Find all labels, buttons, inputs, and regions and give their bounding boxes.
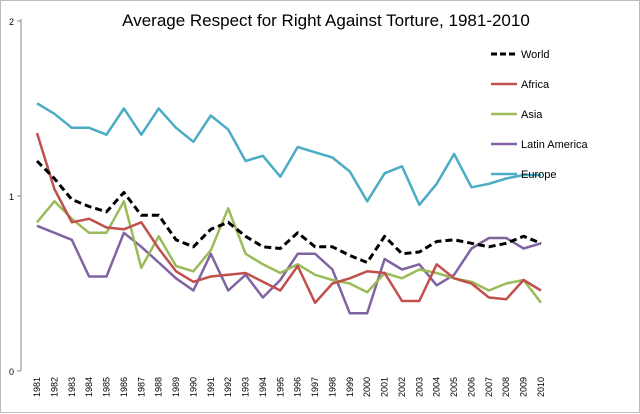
x-tick-label: 2010	[536, 377, 546, 397]
x-tick-label: 1986	[119, 377, 129, 397]
x-tick-label: 1991	[206, 377, 216, 397]
legend-label: Asia	[521, 109, 543, 121]
series-line-world	[35, 159, 542, 264]
x-tick-label: 1990	[188, 377, 198, 397]
x-tick-label: 1989	[171, 377, 181, 397]
x-tick-label: 1984	[84, 377, 94, 397]
legend-label: Europe	[521, 169, 556, 181]
x-tick-label: 1985	[102, 377, 112, 397]
series-line-asia	[36, 200, 542, 304]
x-tick-label: 1988	[154, 377, 164, 397]
legend-label: World	[521, 49, 550, 61]
x-tick-label: 2000	[362, 377, 372, 397]
x-tick-label: 2001	[380, 377, 390, 397]
x-tick-label: 1997	[310, 377, 320, 397]
x-tick-label: 2005	[449, 377, 459, 397]
x-tick-label: 1998	[327, 377, 337, 397]
x-tick-label: 1999	[345, 377, 355, 397]
x-tick-label: 2003	[414, 377, 424, 397]
x-tick-label: 2004	[432, 377, 442, 397]
x-tick-label: 1992	[223, 377, 233, 397]
x-tick-label: 2007	[484, 377, 494, 397]
x-tick-label: 1981	[32, 377, 42, 397]
x-tick-label: 1987	[136, 377, 146, 397]
x-tick-label: 1995	[275, 377, 285, 397]
x-tick-label: 2002	[397, 377, 407, 397]
y-tick-label: 2	[9, 17, 14, 27]
x-tick-label: 1996	[293, 377, 303, 397]
y-tick-label: 0	[9, 367, 14, 377]
x-tick-label: 2006	[466, 377, 476, 397]
x-tick-label: 1982	[49, 377, 59, 397]
legend-label: Latin America	[521, 139, 589, 151]
x-tick-label: 2008	[501, 377, 511, 397]
legend-label: Africa	[521, 79, 550, 91]
x-tick-label: 1994	[258, 377, 268, 397]
x-tick-label: 1993	[241, 377, 251, 397]
series-line-africa	[35, 132, 542, 305]
x-tick-label: 1983	[67, 377, 77, 397]
series-line-europe	[36, 102, 541, 207]
chart-title: Average Respect for Right Against Tortur…	[122, 11, 530, 30]
y-tick-label: 1	[9, 192, 14, 202]
x-tick-label: 2009	[519, 377, 529, 397]
series-line-latin-america	[36, 224, 542, 315]
